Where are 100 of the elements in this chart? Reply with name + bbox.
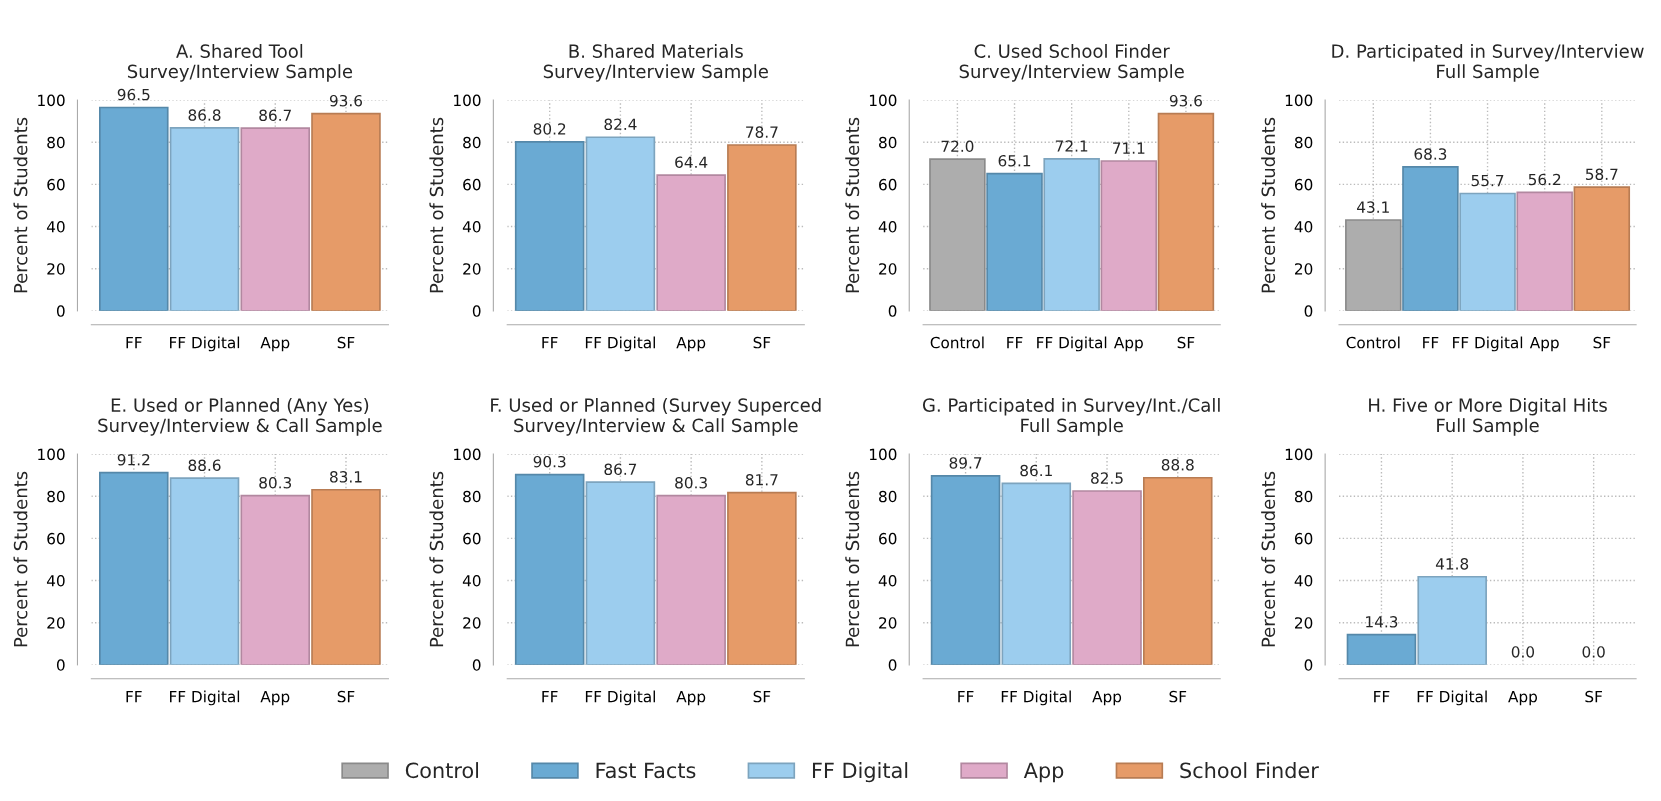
bar <box>585 481 656 665</box>
y-axis-title: Percent of Students <box>845 117 860 293</box>
y-tick-label: 20 <box>463 617 481 629</box>
data-label: 78.7 <box>746 126 778 138</box>
chart-title: G. Participated in Survey/Int./Call Full Sample <box>922 397 1220 436</box>
data-label: 93.6 <box>1169 94 1202 107</box>
x-tick-label: FF Digital <box>1417 690 1487 706</box>
bar <box>311 488 381 665</box>
y-tick-label: 0 <box>472 305 481 317</box>
y-tick-label: 80 <box>1294 136 1313 149</box>
y-tick-label: 40 <box>462 575 481 587</box>
y-tick-label: 0 <box>888 305 897 317</box>
bar <box>1573 186 1631 311</box>
y-tick-label: 20 <box>1295 617 1313 629</box>
y-tick-label: 60 <box>47 178 65 191</box>
bar <box>1516 191 1573 311</box>
chart-title: E. Used or Planned (Any Yes) Survey/Interview & Call Sample <box>98 397 382 436</box>
y-tick-label: 60 <box>463 532 481 545</box>
x-tick-label: SF <box>1593 336 1611 349</box>
y-tick-label: 60 <box>463 178 481 191</box>
data-label: 83.1 <box>330 471 362 483</box>
data-label: 93.6 <box>329 94 363 107</box>
y-tick-label: 20 <box>47 263 65 275</box>
data-label: 80.3 <box>675 476 707 489</box>
chart-title: C. Used School Finder Survey/Interview Sample <box>959 43 1184 82</box>
data-label: 80.3 <box>259 476 292 489</box>
y-tick-label: 0 <box>472 659 481 671</box>
data-label: 89.7 <box>949 457 982 469</box>
x-tick-label: FF <box>1374 690 1390 703</box>
data-label: 88.6 <box>188 459 221 472</box>
y-tick-label: 60 <box>879 178 897 191</box>
data-label: 68.3 <box>1414 148 1447 160</box>
y-tick-label: 80 <box>1294 490 1313 503</box>
y-tick-label: 20 <box>879 617 897 629</box>
y-tick-label: 40 <box>878 221 897 233</box>
x-tick-label: FF <box>542 690 558 703</box>
x-tick-label: FF Digital <box>1001 690 1071 706</box>
chart-title: F. Used or Planned (Survey Superced Survey/Interview & Call Sample <box>491 397 821 436</box>
y-axis-title: Percent of Students <box>429 117 444 293</box>
data-label: 0.0 <box>1511 646 1535 658</box>
y-axis-title: Percent of Students <box>1261 471 1276 647</box>
y-tick-label: 100 <box>1285 94 1313 107</box>
bar <box>240 494 311 665</box>
data-label: 56.2 <box>1528 173 1561 186</box>
x-tick-label: FF <box>958 690 974 703</box>
y-tick-label: 80 <box>879 136 897 149</box>
y-axis-title: Percent of Students <box>1261 117 1276 293</box>
data-label: 81.7 <box>745 474 778 486</box>
x-tick-label: App <box>1092 690 1122 706</box>
y-tick-label: 20 <box>1295 263 1313 275</box>
legend-label: Control <box>405 762 479 779</box>
y-tick-label: 80 <box>879 490 897 503</box>
data-label: 91.2 <box>117 453 150 466</box>
y-tick-label: 80 <box>463 490 481 503</box>
x-tick-label: App <box>676 337 706 352</box>
data-label: 90.3 <box>533 455 566 468</box>
chart-title: H. Five or More Digital Hits Full Sample <box>1369 397 1607 436</box>
y-tick-label: 60 <box>879 532 897 545</box>
y-tick-label: 80 <box>47 136 65 149</box>
data-label: 0.0 <box>1582 646 1605 658</box>
bar <box>169 477 240 665</box>
x-tick-label: FF <box>126 690 142 703</box>
x-tick-label: SF <box>337 690 355 703</box>
y-tick-label: 80 <box>47 490 65 503</box>
y-tick-label: 20 <box>879 263 897 275</box>
y-tick-label: 100 <box>38 94 65 107</box>
y-tick-label: 40 <box>1294 221 1313 233</box>
y-tick-label: 40 <box>46 221 65 233</box>
y-tick-label: 40 <box>1294 575 1313 587</box>
data-label: 82.4 <box>604 118 637 131</box>
data-label: 96.5 <box>117 88 150 101</box>
y-tick-label: 40 <box>46 575 65 587</box>
x-tick-label: FF Digital <box>170 336 240 352</box>
bar <box>656 494 726 665</box>
x-tick-label: SF <box>753 336 771 349</box>
data-label: 72.1 <box>1055 140 1088 152</box>
chart-title: D. Participated in Survey/Interview Full Sample <box>1332 43 1644 82</box>
bar <box>1345 219 1402 311</box>
data-label: 43.1 <box>1357 201 1389 213</box>
data-label: 58.7 <box>1585 168 1618 181</box>
bar <box>1459 192 1516 311</box>
bar <box>514 141 585 311</box>
bar <box>99 471 169 665</box>
data-label: 71.1 <box>1113 142 1145 154</box>
x-tick-label: FF Digital <box>1037 336 1107 352</box>
x-tick-label: FF <box>1423 337 1439 349</box>
x-tick-label: App <box>1113 337 1143 352</box>
x-tick-label: FF Digital <box>585 690 655 706</box>
y-tick-label: 0 <box>56 659 65 671</box>
y-tick-label: 0 <box>56 305 65 317</box>
y-tick-label: 100 <box>38 448 65 461</box>
y-axis-title: Percent of Students <box>845 471 860 647</box>
x-tick-label: FF <box>542 337 558 349</box>
data-label: 88.8 <box>1161 459 1194 471</box>
x-tick-label: FF Digital <box>170 690 240 706</box>
y-axis-title: Percent of Students <box>13 117 28 293</box>
x-tick-label: FF <box>126 337 142 349</box>
legend-label: App <box>1023 762 1064 783</box>
data-label: 86.1 <box>1020 464 1052 477</box>
y-tick-label: 60 <box>1294 532 1313 545</box>
